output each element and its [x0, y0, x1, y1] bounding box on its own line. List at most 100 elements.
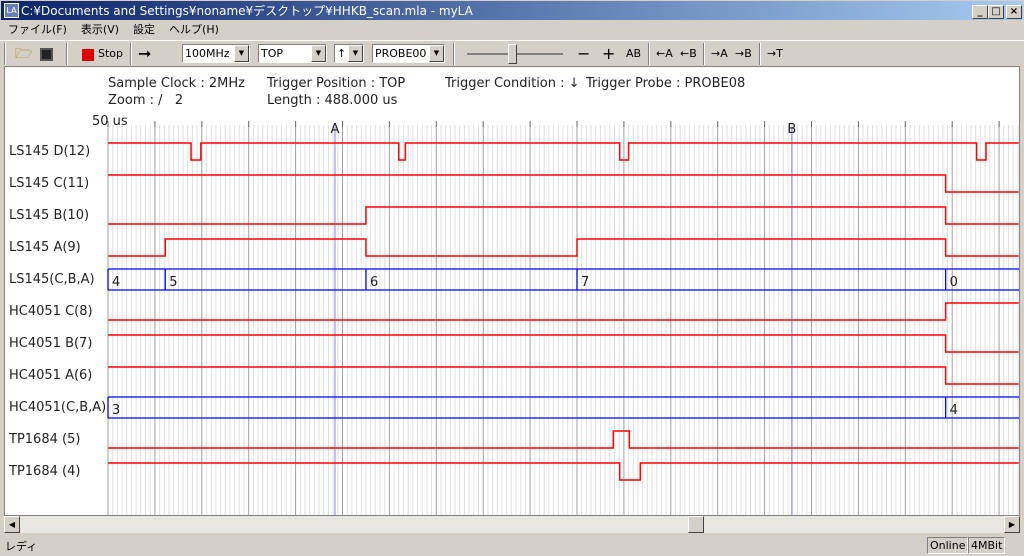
signal-trace — [108, 302, 1019, 321]
separator — [648, 43, 650, 65]
zoom-slider-thumb[interactable] — [507, 44, 517, 64]
channel-trace — [108, 430, 1019, 449]
close-button[interactable]: × — [1006, 5, 1022, 19]
trigger-probe: Trigger Probe : PROBE08 — [586, 76, 746, 91]
menu-help[interactable]: ヘルプ(H) — [169, 23, 219, 36]
trigger-edge-select[interactable]: ↑ ▼ — [334, 44, 364, 63]
channel-trace — [108, 206, 1019, 225]
memory-size: 4MBit — [968, 537, 1006, 554]
waveform-canvas: A B4 5 6 7 03 4 — [107, 121, 1019, 515]
stop-icon — [82, 49, 94, 61]
channel-label[interactable]: LS145 A(9) — [9, 240, 81, 255]
channel-trace — [108, 366, 1019, 385]
app-icon: LA — [4, 3, 19, 18]
bus-value: 4 — [112, 275, 120, 290]
bus-value: 5 — [169, 275, 177, 290]
channel-trace — [108, 238, 1019, 257]
channel-label[interactable]: LS145(C,B,A) — [9, 272, 95, 287]
zoom-level: Zoom : / 2 — [108, 93, 184, 108]
menu-view[interactable]: 表示(V) — [80, 23, 120, 36]
sample-clock: Sample Clock : 2MHz — [108, 76, 245, 91]
save-icon[interactable] — [40, 48, 53, 61]
position-value: TOP — [261, 47, 284, 60]
signal-trace — [108, 366, 1019, 385]
next-b-button[interactable]: →B — [735, 47, 752, 60]
status-bar: レディ Online 4MBit — [0, 535, 1024, 556]
prev-b-button[interactable]: ←B — [680, 47, 697, 60]
channel-label[interactable]: HC4051 A(6) — [9, 368, 93, 383]
signal-trace — [108, 174, 1019, 193]
chevron-down-icon: ▼ — [348, 45, 363, 62]
minimize-button[interactable]: _ — [972, 5, 988, 19]
channel-label[interactable]: LS145 C(11) — [9, 176, 90, 191]
channel-label[interactable]: LS145 B(10) — [9, 208, 90, 223]
zoom-ab-button[interactable]: AB — [626, 47, 642, 60]
menu-settings[interactable]: 設定 — [133, 23, 156, 36]
trigger-probe-select[interactable]: PROBE00 ▼ — [372, 44, 445, 63]
separator — [703, 43, 705, 65]
signal-trace — [108, 142, 1019, 161]
channel-label[interactable]: TP1684 (4) — [9, 464, 81, 479]
status-text: レディ — [5, 540, 38, 553]
probe-value: PROBE00 — [375, 47, 427, 60]
horizontal-scrollbar[interactable]: ◀ ▶ — [4, 516, 1020, 533]
channel-trace — [108, 174, 1019, 193]
cursor-a-label: A — [331, 122, 340, 137]
scroll-thumb[interactable] — [687, 516, 704, 533]
next-a-button[interactable]: →A — [711, 47, 728, 60]
edge-value: ↑ — [337, 47, 347, 60]
waveform-view[interactable]: Sample Clock : 2MHz Zoom : / 2 Trigger P… — [4, 66, 1020, 516]
capture-length: Length : 488.000 us — [267, 93, 398, 108]
channel-label[interactable]: HC4051 C(8) — [9, 304, 93, 319]
signal-trace — [108, 462, 1019, 481]
signal-trace — [108, 206, 1019, 225]
goto-trigger-button[interactable]: →T — [767, 47, 783, 60]
scroll-left-button[interactable]: ◀ — [4, 516, 20, 533]
clock-value: 100MHz — [185, 47, 230, 60]
channel-label[interactable]: LS145 D(12) — [9, 144, 91, 159]
title-bar: LA C:¥Documents and Settings¥noname¥デスクト… — [0, 0, 1024, 21]
channel-label[interactable]: HC4051(C,B,A) — [9, 400, 107, 415]
channel-label[interactable]: TP1684 (5) — [9, 432, 81, 447]
maximize-button[interactable]: □ — [988, 5, 1004, 19]
signal-trace — [108, 238, 1019, 257]
open-folder-icon[interactable]: 🗁 — [15, 46, 33, 62]
signal-trace — [108, 430, 1019, 449]
chevron-down-icon: ▼ — [429, 45, 444, 62]
separator — [66, 43, 68, 65]
bus-value: 7 — [581, 275, 589, 290]
bus-value: 4 — [950, 403, 958, 418]
toolbar: 🗁 Stop ➞ 100MHz ▼ TOP ▼ ↑ ▼ PROBE00 ▼ − + AB… — [0, 40, 1024, 65]
toolbar-grip — [4, 43, 6, 65]
prev-a-button[interactable]: ←A — [656, 47, 673, 60]
run-arrow-button[interactable]: ➞ — [138, 44, 152, 63]
timescale-label: 50 us — [92, 114, 128, 129]
zoom-in-button[interactable]: + — [602, 44, 616, 63]
cursor-b-label: B — [787, 122, 796, 137]
channel-trace — [108, 334, 1019, 353]
chevron-down-icon: ▼ — [311, 45, 326, 62]
channel-trace — [108, 142, 1019, 161]
trigger-position: Trigger Position : TOP — [267, 76, 406, 91]
menu-file[interactable]: ファイル(F) — [8, 23, 67, 36]
channel-label[interactable]: HC4051 B(7) — [9, 336, 93, 351]
separator — [130, 43, 132, 65]
trigger-condition: Trigger Condition : ↓ — [445, 76, 580, 91]
bus-value: 6 — [370, 275, 378, 290]
channel-trace — [108, 302, 1019, 321]
chevron-down-icon: ▼ — [234, 45, 249, 62]
separator — [453, 43, 455, 65]
scroll-right-button[interactable]: ▶ — [1004, 516, 1020, 533]
separator — [759, 43, 761, 65]
clock-select[interactable]: 100MHz ▼ — [182, 44, 250, 63]
window-title: C:¥Documents and Settings¥noname¥デスクトップ¥… — [21, 4, 473, 18]
channel-trace — [108, 462, 1019, 481]
signal-trace — [108, 334, 1019, 353]
bus-value: 0 — [950, 275, 958, 290]
stop-button[interactable]: Stop — [98, 47, 124, 60]
zoom-out-button[interactable]: − — [577, 44, 591, 63]
menu-bar: ファイル(F) 表示(V) 設定 ヘルプ(H) — [0, 21, 1024, 39]
trigger-position-select[interactable]: TOP ▼ — [258, 44, 327, 63]
bus-value: 3 — [112, 403, 120, 418]
